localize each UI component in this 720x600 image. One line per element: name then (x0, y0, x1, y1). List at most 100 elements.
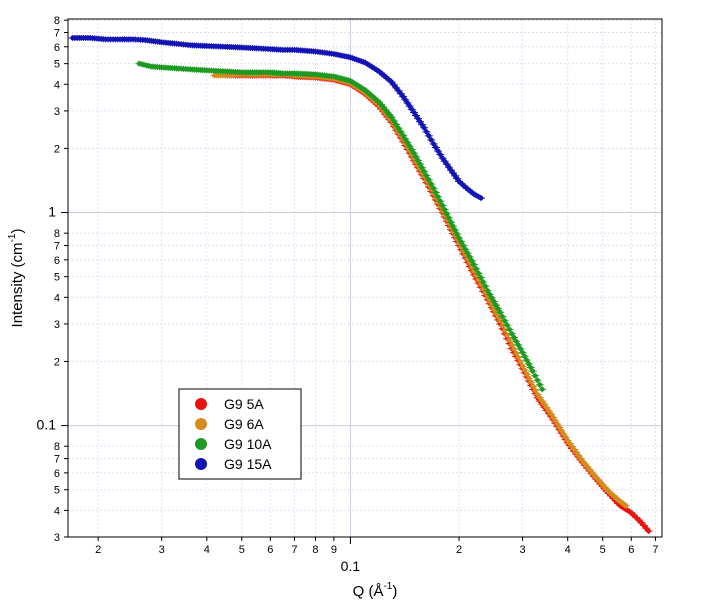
x-tick-label: 5 (239, 544, 245, 556)
y-tick-label: 7 (54, 454, 60, 466)
data-point (428, 181, 434, 187)
data-point (389, 114, 394, 120)
data-point (646, 528, 651, 534)
y-tick-label: 3 (54, 106, 60, 118)
axis-ticks: 2 3 4 5 6 7 8 9 2 3 4 5 6 70.1345678234567823456780.1… (37, 15, 659, 574)
y-tick-label: 8 (54, 441, 60, 453)
data-point (513, 338, 519, 344)
legend-label: G9 10A (224, 436, 272, 452)
data-point (400, 133, 406, 138)
data-point (476, 270, 481, 276)
data-point (450, 223, 456, 229)
data-point (393, 122, 399, 127)
data-point (515, 355, 521, 360)
grid (68, 19, 662, 538)
data-point (424, 129, 429, 135)
data-point (467, 254, 473, 260)
x-tick-label: 0.1 (341, 558, 361, 574)
data-point (482, 283, 488, 289)
data-point (454, 231, 460, 237)
data-point (513, 350, 519, 356)
legend-marker (195, 418, 207, 430)
data-point (428, 137, 434, 143)
data-point (440, 203, 445, 208)
data-point (528, 379, 534, 385)
data-point (442, 207, 448, 213)
x-tick-label: 4 (565, 544, 571, 556)
legend-label: G9 6A (224, 416, 264, 432)
data-point (413, 154, 419, 160)
data-point (509, 342, 515, 347)
y-tick-label: 8 (54, 228, 60, 240)
y-tick-label: 1 (48, 204, 56, 220)
legend-label: G9 15A (224, 456, 272, 472)
data-point (493, 310, 499, 316)
data-point (405, 140, 410, 145)
data-point (522, 353, 528, 359)
y-tick-label: 8 (54, 15, 60, 27)
data-point (471, 262, 477, 267)
data-point (480, 279, 486, 285)
y-tick-label: 3 (54, 532, 60, 544)
data-point (518, 346, 523, 352)
y-tick-label: 6 (54, 255, 60, 267)
data-point (623, 503, 629, 509)
data-point (500, 314, 505, 320)
data-point (417, 161, 423, 167)
x-tick-label: 3 (520, 544, 526, 556)
data-point (478, 195, 484, 201)
data-point (518, 359, 523, 365)
data-point (507, 327, 512, 332)
legend-marker (195, 438, 207, 450)
y-tick-label: 6 (54, 468, 60, 480)
x-tick-label: 8 (312, 544, 318, 556)
x-tick-label: 9 (331, 544, 337, 556)
data-point (402, 136, 408, 142)
data-point (530, 383, 536, 389)
x-tick-label: 2 (95, 544, 101, 556)
y-axis-title: Intensity (cm-1) (7, 229, 26, 328)
y-tick-label: 3 (54, 319, 60, 331)
legend-label: G9 5A (224, 396, 264, 412)
data-point (398, 129, 404, 135)
data-point (452, 227, 458, 233)
y-tick-label: 7 (54, 241, 60, 253)
data-point (532, 373, 538, 379)
data-point (421, 169, 427, 174)
data-point (509, 331, 515, 337)
series-layer (68, 34, 653, 535)
data-point (415, 158, 421, 163)
data-point (520, 350, 526, 356)
data-point (478, 275, 484, 281)
data-point (520, 363, 526, 369)
data-point (433, 190, 439, 195)
data-point (460, 243, 466, 248)
data-point (487, 291, 493, 297)
y-tick-label: 7 (54, 28, 60, 40)
legend: G9 5A G9 6A G9 10A G9 15A (178, 388, 302, 480)
data-point (424, 173, 429, 179)
series-g9-15a (68, 34, 485, 202)
data-point (426, 177, 432, 183)
y-tick-label: 5 (54, 485, 60, 497)
data-point (465, 250, 470, 256)
data-point (526, 375, 532, 381)
data-point (530, 368, 536, 374)
data-point (444, 211, 450, 217)
data-point (511, 335, 517, 340)
data-point (500, 323, 505, 329)
data-point (502, 327, 508, 333)
data-point (524, 357, 530, 363)
y-tick-label: 0.1 (37, 417, 57, 433)
data-point (497, 309, 503, 315)
data-point (435, 194, 441, 200)
x-tick-label: 2 (456, 544, 462, 556)
y-tick-label: 2 (54, 143, 60, 155)
data-point (515, 342, 521, 348)
legend-marker (195, 458, 207, 470)
x-tick-label: 4 (204, 544, 210, 556)
x-tick-label: 7 (652, 544, 658, 556)
data-point (495, 314, 501, 320)
data-point (407, 143, 413, 149)
